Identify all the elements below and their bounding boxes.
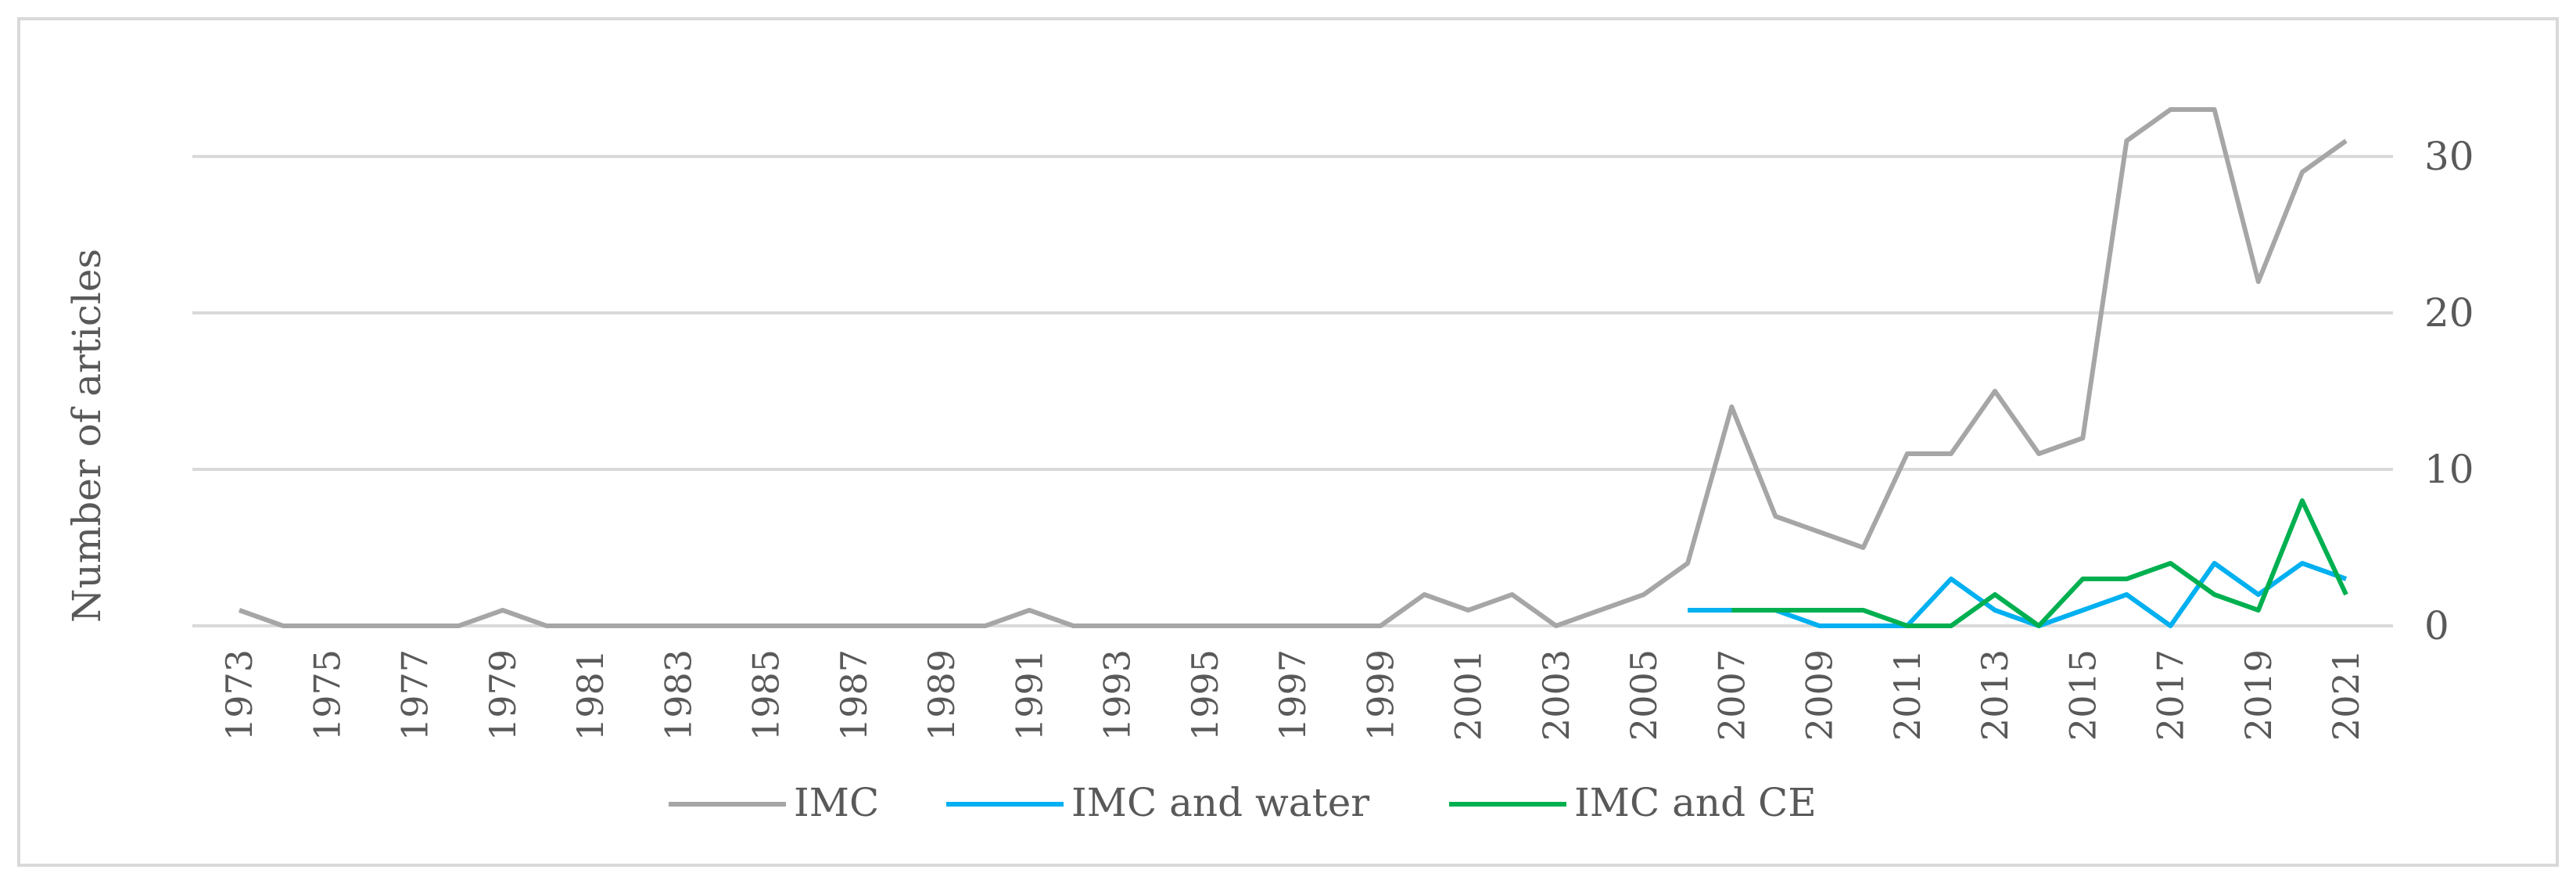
chart-frame	[17, 17, 2559, 867]
series-line-imc-and-ce	[1731, 498, 2348, 628]
x-tick-label: 1993	[1096, 649, 1139, 741]
x-tick-label: 2013	[1974, 649, 2016, 741]
x-tick-label: 2021	[2325, 649, 2367, 741]
y-tick-label: 0	[2424, 603, 2449, 649]
series-line-imc-and-water	[1688, 561, 2348, 628]
x-tick-label: 1989	[920, 649, 963, 741]
x-tick-label: 2017	[2150, 649, 2192, 741]
x-tick-label: 1983	[657, 649, 699, 741]
y-tick-labels: 0 10 20 30	[2424, 134, 2474, 649]
x-tick-label: 2009	[1799, 649, 1841, 741]
series-lines	[238, 107, 2348, 628]
x-tick-label: 1991	[1008, 649, 1050, 741]
y-tick-label: 30	[2424, 134, 2474, 179]
x-tick-label: 1995	[1184, 649, 1226, 741]
legend-label: IMC and CE	[1574, 780, 1817, 825]
legend: IMC IMC and water IMC and CE	[669, 780, 1817, 825]
x-tick-label: 2011	[1886, 649, 1928, 741]
x-tick-label: 1985	[745, 649, 788, 741]
x-tick-labels: 1973 1975 1977 1979 1981 1983 1985 1987 1989 1991…	[218, 649, 2367, 741]
x-tick-label: 2003	[1535, 649, 1577, 741]
y-tick-label: 10	[2424, 447, 2474, 492]
series-line-imc	[238, 107, 2348, 628]
x-tick-label: 2005	[1623, 649, 1665, 741]
x-tick-label: 1973	[218, 649, 260, 741]
y-axis-label: Number of articles	[64, 249, 109, 623]
x-tick-label: 1997	[1272, 649, 1314, 741]
x-tick-label: 2007	[1710, 649, 1753, 741]
gridlines	[192, 155, 2393, 627]
x-tick-label: 1981	[569, 649, 612, 741]
x-tick-label: 1979	[482, 649, 524, 741]
x-tick-label: 1977	[394, 649, 436, 741]
x-tick-label: 1999	[1359, 649, 1401, 741]
x-tick-label: 1975	[306, 649, 348, 741]
legend-label: IMC	[794, 780, 879, 825]
x-tick-label: 1987	[833, 649, 875, 741]
x-tick-label: 2015	[2061, 649, 2104, 741]
x-tick-label: 2001	[1448, 649, 1490, 741]
y-tick-label: 20	[2424, 290, 2474, 336]
x-tick-label: 2019	[2237, 649, 2280, 741]
legend-label: IMC and water	[1071, 780, 1369, 825]
